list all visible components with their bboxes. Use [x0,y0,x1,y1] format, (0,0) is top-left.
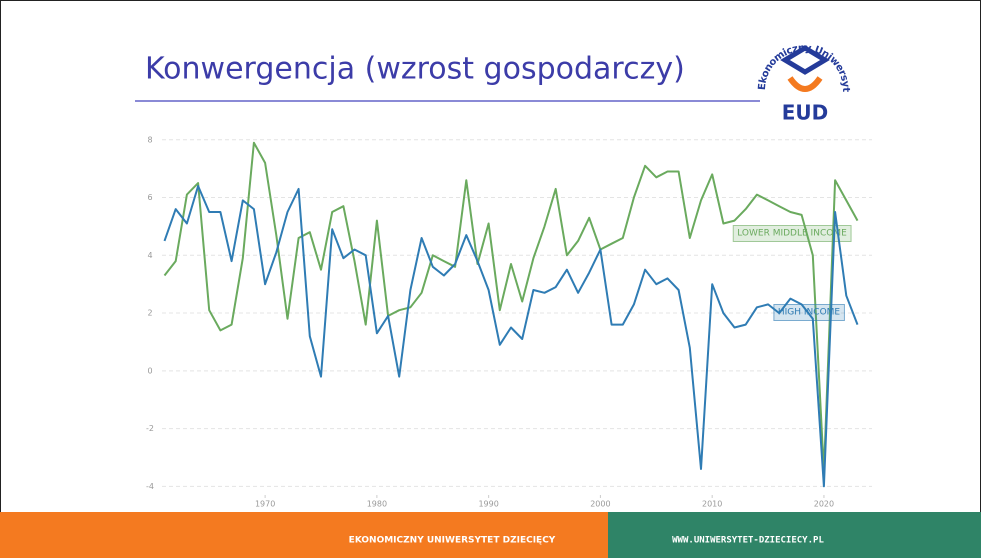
y-tick-label: 6 [147,193,152,202]
slide-title: Konwergencja (wzrost gospodarczy) [145,52,685,87]
x-tick-label: 2010 [702,500,722,509]
logo-smile [787,76,823,92]
y-tick-label: 0 [147,366,152,375]
y-tick-label: 2 [147,309,152,318]
chart: -4 -2 0 2 4 6 8 1970 1980 1990 2000 2010 2020 LOWER M… [146,135,872,509]
series-label: LOWER MIDDLE INCOME [737,229,847,239]
x-tick-label: 1980 [367,500,387,509]
series-label-box [732,225,852,242]
y-tick-label: -4 [146,482,154,491]
footer-left-text: EKONOMICZNY UNIWERSYTET DZIECIĘCY [349,536,556,546]
x-tick-label: 2020 [814,500,834,509]
series-line [163,141,859,473]
series-line [163,185,859,488]
footer-right-text: WWW.UNIWERSYTET-DZIECIECY.PL [672,536,824,546]
logo-abbr: EUD [782,101,829,125]
footer-right-bar [608,512,981,558]
series-label-box [773,304,845,321]
y-tick-label: 4 [147,251,152,260]
logo-cap [780,45,830,75]
x-tick-label: 2000 [590,500,610,509]
series-label: HIGH INCOME [778,308,841,318]
footer-left-bar [0,512,608,558]
x-tick-label: 1990 [478,500,498,509]
x-tick-label: 1970 [255,500,275,509]
y-tick-label: -2 [146,424,154,433]
y-tick-label: 8 [147,135,152,144]
